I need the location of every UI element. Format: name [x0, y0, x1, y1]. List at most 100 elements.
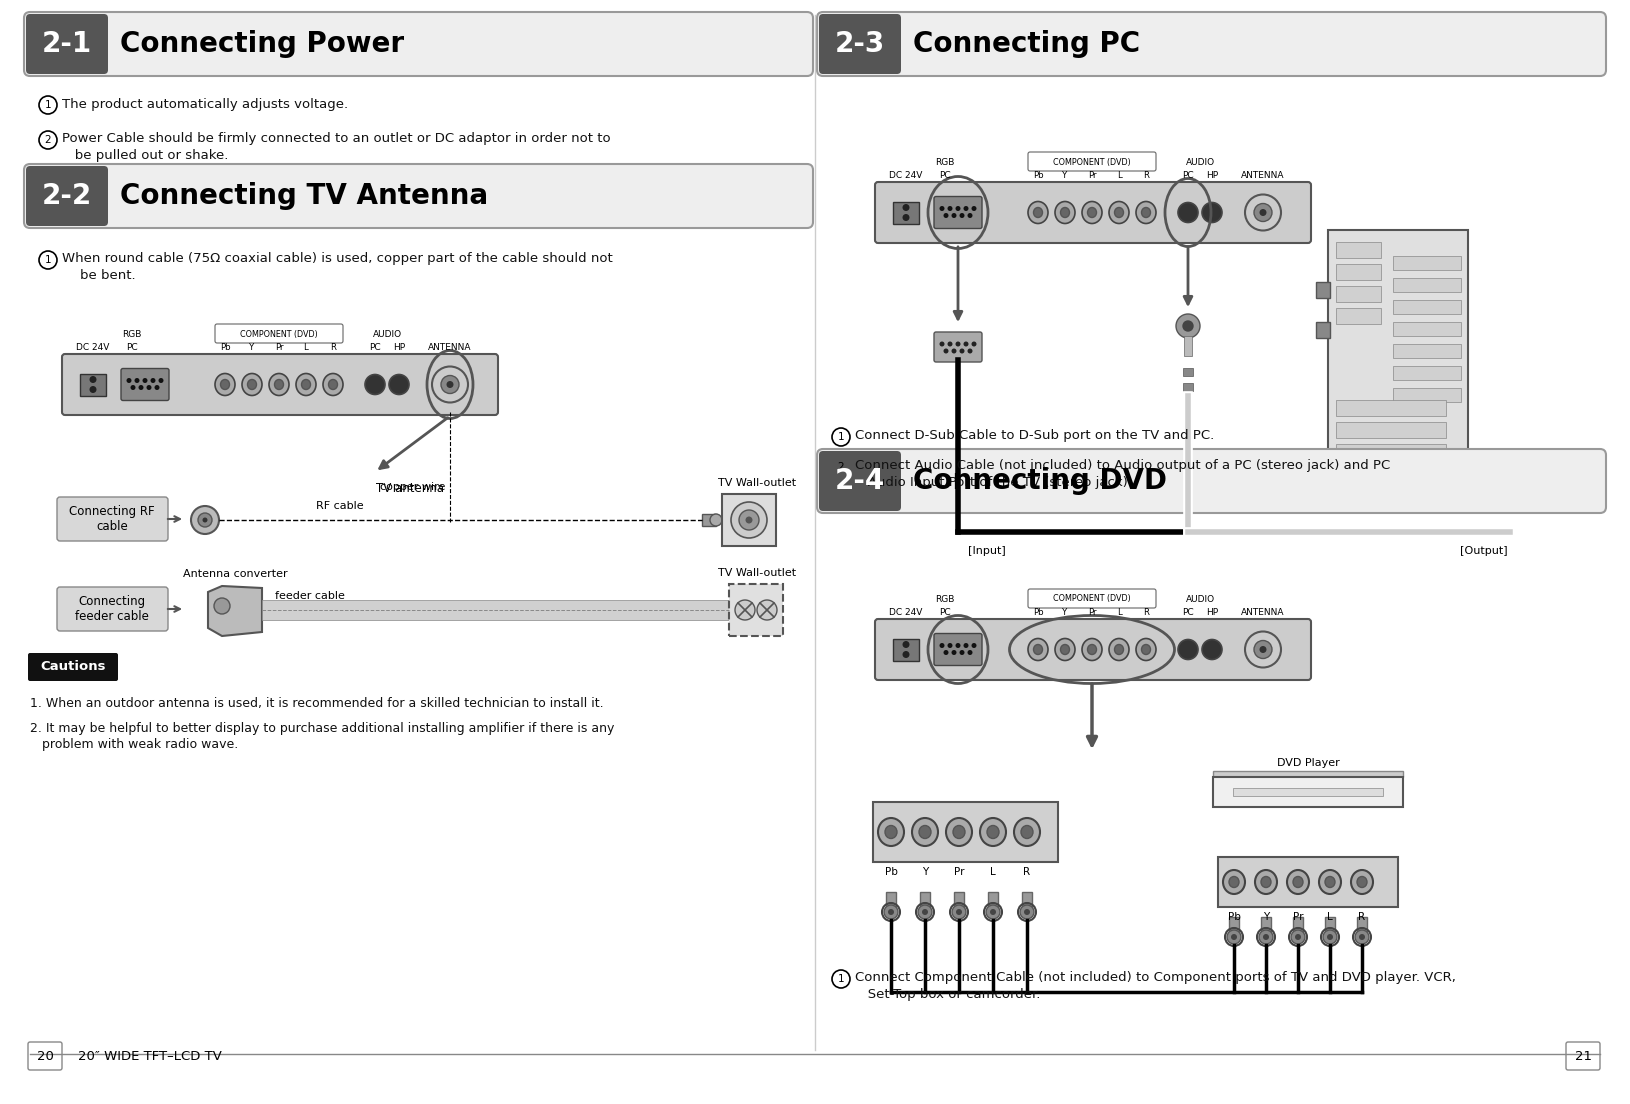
Circle shape	[1359, 934, 1364, 940]
Circle shape	[1355, 930, 1369, 944]
Ellipse shape	[1293, 877, 1302, 888]
Bar	[1337, 242, 1381, 258]
Text: TV Wall-outlet: TV Wall-outlet	[717, 567, 795, 578]
Ellipse shape	[1325, 877, 1335, 888]
Circle shape	[191, 506, 218, 534]
Bar	[1394, 278, 1460, 291]
Circle shape	[918, 905, 932, 919]
Ellipse shape	[1082, 638, 1102, 660]
Circle shape	[903, 214, 910, 221]
Text: Y: Y	[249, 343, 254, 352]
FancyBboxPatch shape	[934, 197, 981, 229]
Text: R: R	[1143, 608, 1149, 617]
Text: RGB: RGB	[122, 330, 142, 339]
Text: 1: 1	[44, 100, 51, 110]
Circle shape	[947, 643, 952, 648]
Ellipse shape	[913, 818, 937, 846]
Bar	[1358, 917, 1368, 937]
FancyBboxPatch shape	[28, 1042, 62, 1070]
Bar	[1337, 422, 1446, 438]
Text: Pb: Pb	[220, 343, 230, 352]
Circle shape	[939, 643, 944, 648]
Circle shape	[1024, 909, 1030, 915]
Text: Connect D-Sub Cable to D-Sub port on the TV and PC.: Connect D-Sub Cable to D-Sub port on the…	[856, 429, 1214, 442]
FancyBboxPatch shape	[1029, 590, 1156, 608]
Bar	[893, 638, 919, 660]
Text: DC 24V: DC 24V	[890, 171, 923, 180]
Circle shape	[968, 650, 973, 655]
Text: 2: 2	[44, 135, 51, 145]
Text: PC: PC	[368, 343, 381, 352]
Text: L: L	[1117, 608, 1121, 617]
Circle shape	[971, 341, 976, 347]
Circle shape	[1260, 646, 1267, 652]
Bar	[722, 493, 776, 546]
Circle shape	[1183, 321, 1193, 331]
Circle shape	[955, 643, 960, 648]
Bar	[1337, 400, 1446, 416]
FancyBboxPatch shape	[57, 497, 168, 541]
Text: AUDIO: AUDIO	[1185, 595, 1214, 604]
Ellipse shape	[1029, 638, 1048, 660]
Text: 1: 1	[838, 432, 844, 442]
Text: [Input]: [Input]	[968, 546, 1006, 556]
Circle shape	[957, 909, 962, 915]
Bar	[1293, 917, 1302, 937]
Circle shape	[127, 378, 132, 383]
Circle shape	[90, 376, 96, 383]
Ellipse shape	[329, 380, 337, 390]
Bar	[1183, 368, 1193, 376]
Text: 2-1: 2-1	[42, 30, 91, 59]
Text: ANTENNA: ANTENNA	[1242, 171, 1284, 180]
FancyBboxPatch shape	[121, 369, 170, 401]
Circle shape	[1178, 202, 1198, 223]
Bar	[1328, 230, 1469, 480]
Text: Cautions: Cautions	[41, 660, 106, 673]
Ellipse shape	[1262, 877, 1271, 888]
Circle shape	[1201, 639, 1222, 659]
Text: 20: 20	[36, 1050, 54, 1062]
Circle shape	[939, 341, 944, 347]
Text: PC: PC	[126, 343, 139, 352]
Bar	[1315, 322, 1330, 338]
Ellipse shape	[1288, 870, 1309, 894]
Circle shape	[158, 378, 163, 383]
Text: R: R	[329, 343, 336, 352]
Circle shape	[952, 650, 957, 655]
Bar	[1394, 344, 1460, 358]
Circle shape	[90, 386, 96, 393]
Text: Y: Y	[1063, 608, 1068, 617]
Bar	[874, 802, 1058, 862]
Circle shape	[1294, 934, 1301, 940]
Text: Pr: Pr	[275, 343, 284, 352]
Text: HP: HP	[1206, 608, 1218, 617]
Text: COMPONENT (DVD): COMPONENT (DVD)	[1053, 158, 1131, 167]
Text: Y: Y	[1063, 171, 1068, 180]
Text: Y: Y	[1263, 912, 1270, 922]
Circle shape	[963, 643, 968, 648]
Text: Connect Audio Cable (not included) to Audio output of a PC (stereo jack) and PC: Connect Audio Cable (not included) to Au…	[856, 459, 1390, 473]
Ellipse shape	[1055, 638, 1076, 660]
Text: L: L	[303, 343, 308, 352]
Bar	[1394, 300, 1460, 314]
Text: COMPONENT (DVD): COMPONENT (DVD)	[240, 329, 318, 339]
Bar	[1337, 264, 1381, 280]
Ellipse shape	[1358, 877, 1368, 888]
Text: 1. When an outdoor antenna is used, it is recommended for a skilled technician t: 1. When an outdoor antenna is used, it i…	[29, 697, 603, 710]
Circle shape	[989, 909, 996, 915]
Text: DC 24V: DC 24V	[890, 608, 923, 617]
Ellipse shape	[248, 380, 256, 390]
Ellipse shape	[215, 373, 235, 395]
Circle shape	[738, 510, 760, 530]
Text: Connect Component Cable (not included) to Component ports of TV and DVD player. : Connect Component Cable (not included) t…	[856, 972, 1456, 984]
Circle shape	[971, 206, 976, 211]
Circle shape	[390, 374, 409, 394]
Text: PC: PC	[1182, 608, 1193, 617]
Circle shape	[432, 367, 468, 403]
Circle shape	[939, 206, 944, 211]
Text: TV antenna: TV antenna	[377, 481, 443, 495]
Circle shape	[1178, 639, 1198, 659]
Text: DC 24V: DC 24V	[77, 343, 109, 352]
Text: Connecting TV Antenna: Connecting TV Antenna	[121, 182, 487, 210]
Text: L: L	[989, 867, 996, 877]
